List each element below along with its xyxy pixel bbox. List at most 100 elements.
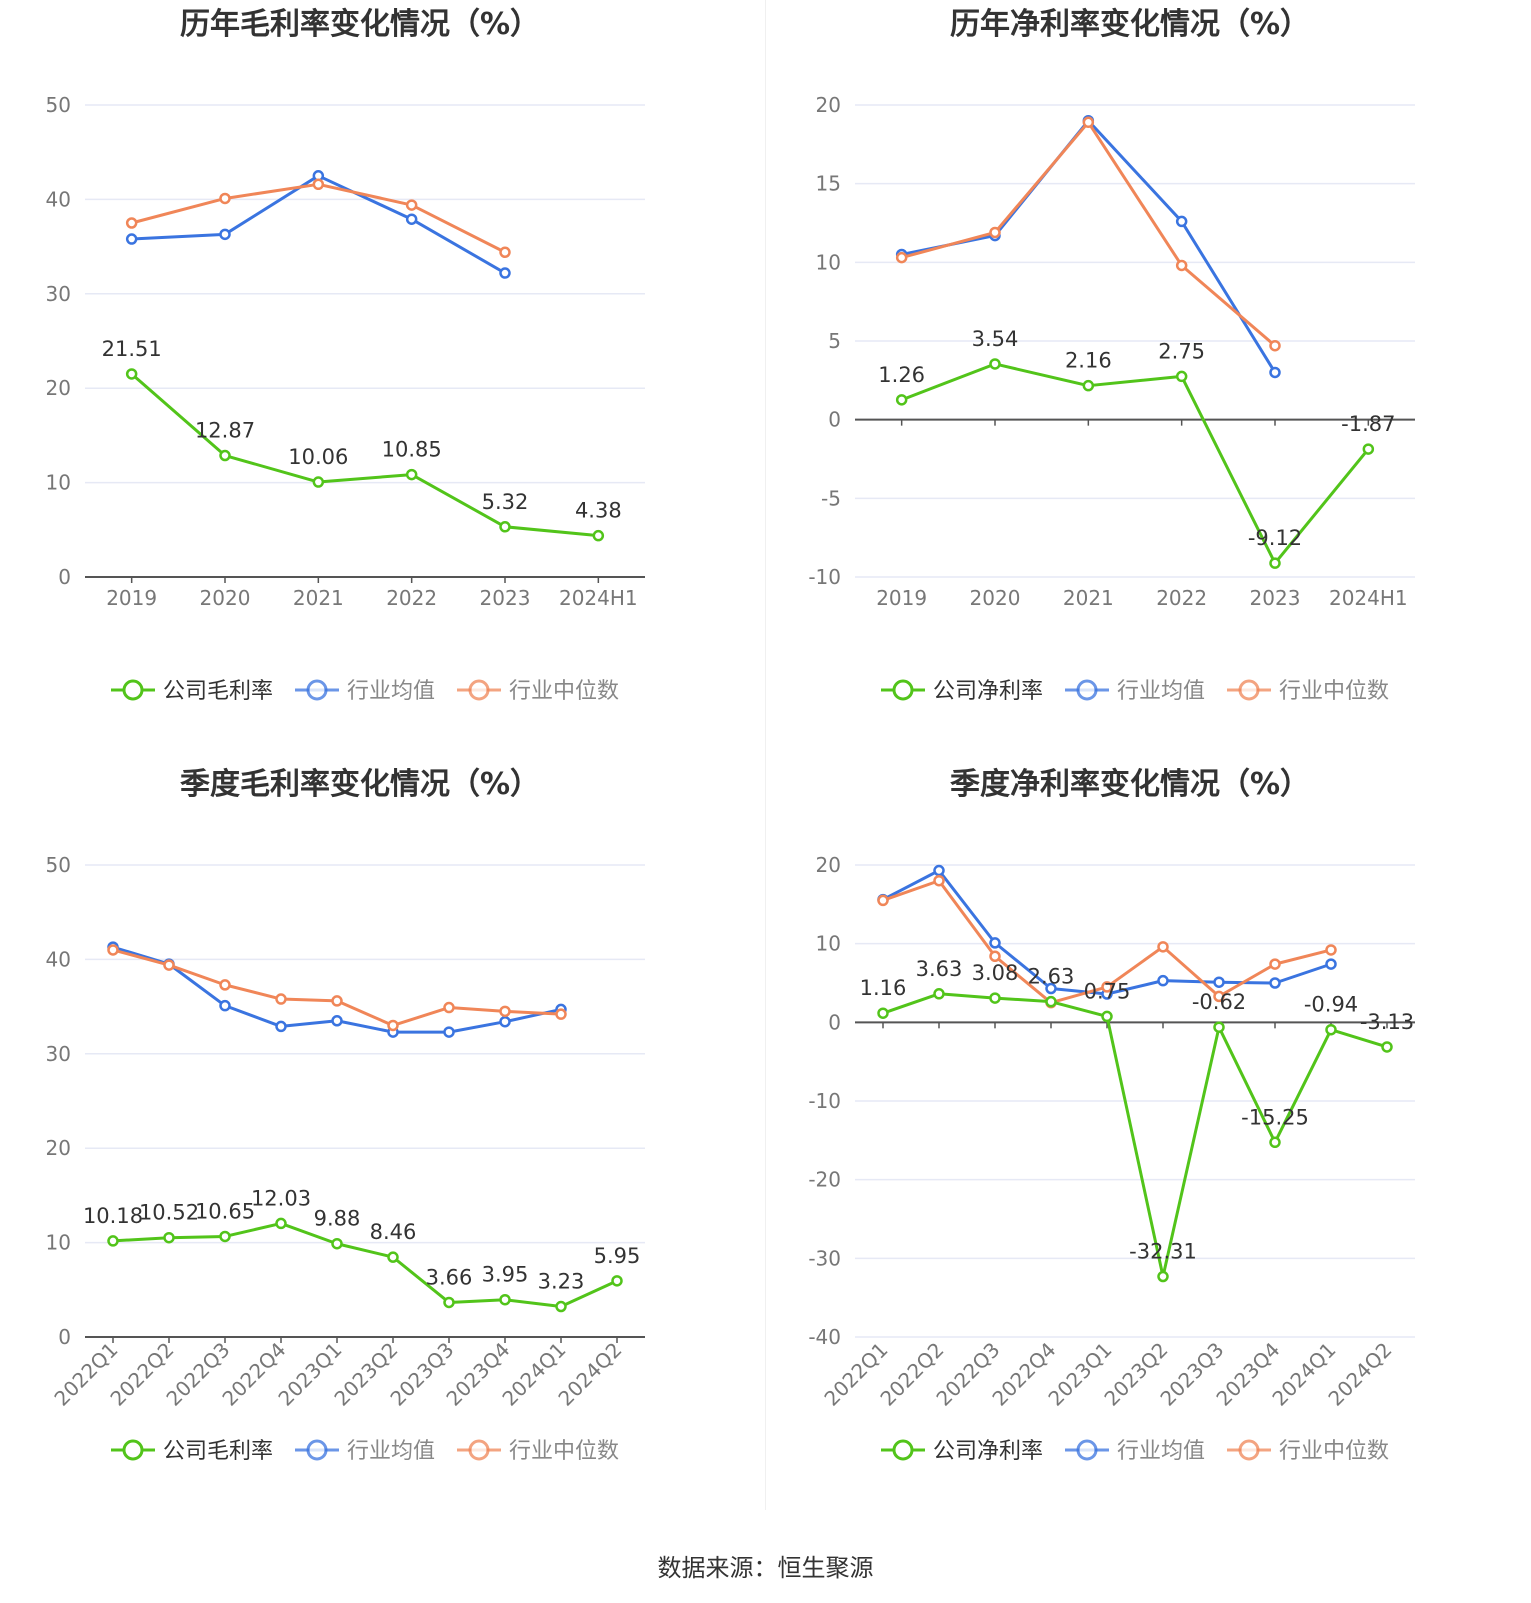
data-point-company	[499, 521, 511, 533]
x-tick-label: 2021	[1063, 586, 1114, 610]
y-tick-label: 50	[46, 853, 71, 877]
data-point-industry_avg	[1269, 977, 1281, 989]
data-point-company	[1175, 370, 1188, 383]
x-tick-label: 2024H1	[1329, 586, 1408, 610]
data-label: 3.95	[482, 1263, 529, 1287]
data-point-industry_avg	[499, 1015, 511, 1028]
data-point-industry_avg	[219, 999, 231, 1012]
legend-label: 行业中位数	[509, 679, 619, 704]
data-point-industry_avg	[1175, 215, 1188, 228]
chart-panel-quarterly-gross-margin: 季度毛利率变化情况（%） 0 10 20 30 40 50 2022Q1 2022Q2 2022Q…	[0, 760, 765, 1540]
y-tick-label: 20	[816, 853, 841, 877]
data-point-industry_median	[163, 959, 175, 971]
data-label: 21.51	[102, 337, 162, 361]
data-point-company	[163, 1231, 175, 1244]
series-line-company	[112, 1221, 618, 1309]
y-tick-label: 30	[46, 1042, 71, 1066]
data-point-company	[989, 358, 1001, 370]
y-tick-label: -10	[808, 565, 841, 589]
legend-marker	[122, 1439, 144, 1461]
data-point-industry_avg	[989, 937, 1001, 949]
data-label: 3.23	[538, 1270, 585, 1294]
y-tick-label: -20	[808, 1168, 841, 1192]
data-label: -15.25	[1241, 1105, 1309, 1129]
data-point-industry_median	[275, 993, 287, 1005]
y-tick-label: 30	[46, 282, 71, 306]
y-tick-label: 20	[46, 1136, 71, 1160]
legend-item-company: 公司毛利率	[111, 1439, 273, 1464]
x-tick-label: 2021	[293, 586, 344, 610]
data-point-company	[331, 1237, 343, 1250]
data-label: 2.63	[1028, 965, 1075, 989]
data-point-industry_median	[1269, 339, 1281, 352]
legend-marker	[306, 1439, 328, 1461]
data-point-industry_median	[443, 1001, 455, 1014]
data-point-company	[443, 1296, 455, 1309]
legend-label: 公司净利率	[933, 679, 1043, 704]
y-tick-label: 10	[46, 471, 71, 495]
data-point-industry_avg	[1325, 958, 1337, 970]
legend-marker	[468, 679, 490, 701]
x-tick-label: 2019	[876, 586, 927, 610]
data-point-company	[989, 992, 1001, 1004]
x-tick-label: 2022	[386, 586, 437, 610]
chart-title: 历年净利率变化情况（%）	[950, 7, 1310, 42]
legend-label: 公司毛利率	[163, 1439, 273, 1464]
legend-marker	[306, 679, 328, 701]
data-point-industry_median	[219, 192, 231, 205]
data-label: 10.52	[139, 1201, 199, 1225]
data-point-industry_avg	[1213, 976, 1225, 988]
data-point-company	[592, 529, 605, 542]
data-label: 10.06	[288, 445, 348, 469]
chart-title: 历年毛利率变化情况（%）	[180, 7, 540, 42]
data-label: 12.03	[251, 1186, 311, 1210]
x-tick-label: 2022	[1156, 586, 1207, 610]
data-label: 9.88	[314, 1207, 361, 1231]
legend-item-industry_median: 行业中位数	[1227, 1439, 1389, 1464]
legend-item-company: 公司毛利率	[111, 679, 273, 704]
y-tick-label: 10	[816, 250, 841, 274]
data-point-company	[1325, 1023, 1337, 1036]
data-point-industry_avg	[443, 1026, 455, 1038]
series-line-company	[901, 362, 1370, 565]
data-point-industry_median	[312, 178, 325, 191]
chart-svg: 历年净利率变化情况（%） -10 -5 0 5 10 15 20 2019 2020 2021 202…	[808, 7, 1415, 704]
data-point-industry_avg	[1269, 366, 1281, 379]
data-point-industry_median	[1269, 958, 1281, 970]
legend-label: 行业中位数	[1279, 1439, 1389, 1464]
y-tick-label: 20	[46, 376, 71, 400]
legend-label: 行业均值	[347, 679, 435, 704]
data-point-company	[1082, 379, 1095, 392]
legend-marker	[122, 679, 144, 701]
legend-marker	[892, 679, 914, 701]
data-point-company	[405, 468, 418, 481]
data-source-label: 数据来源：恒生聚源	[657, 1554, 874, 1582]
y-tick-label: 15	[816, 172, 841, 196]
legend-item-industry_median: 行业中位数	[457, 1439, 619, 1464]
legend-marker	[892, 1439, 914, 1461]
data-label: 8.46	[370, 1220, 417, 1244]
data-label: 2.16	[1065, 349, 1112, 373]
legend-label: 公司净利率	[933, 1439, 1043, 1464]
data-point-company	[1213, 1021, 1225, 1033]
data-label: 5.95	[594, 1244, 641, 1268]
y-tick-label: 0	[58, 1325, 71, 1349]
data-point-company	[219, 1230, 231, 1243]
data-point-industry_median	[933, 874, 945, 887]
legend-item-industry_median: 行业中位数	[1227, 679, 1389, 704]
y-tick-label: 20	[816, 93, 841, 117]
data-point-company	[312, 476, 325, 488]
data-point-company	[1269, 1136, 1281, 1149]
data-label: 5.32	[482, 490, 529, 514]
y-tick-label: 10	[46, 1231, 71, 1255]
data-point-industry_median	[107, 944, 119, 956]
data-label: 12.87	[195, 419, 255, 443]
data-point-industry_avg	[499, 267, 511, 279]
legend-label: 行业均值	[347, 1439, 435, 1464]
chart-panel-annual-net-margin: 历年净利率变化情况（%） -10 -5 0 5 10 15 20 2019 2020 2021 202…	[770, 0, 1531, 780]
x-tick-label: 2023	[1250, 586, 1301, 610]
series-line-industry_avg	[901, 119, 1277, 374]
data-point-industry_avg	[1045, 982, 1057, 995]
data-label: -0.62	[1192, 990, 1246, 1014]
legend-label: 行业均值	[1117, 1439, 1205, 1464]
